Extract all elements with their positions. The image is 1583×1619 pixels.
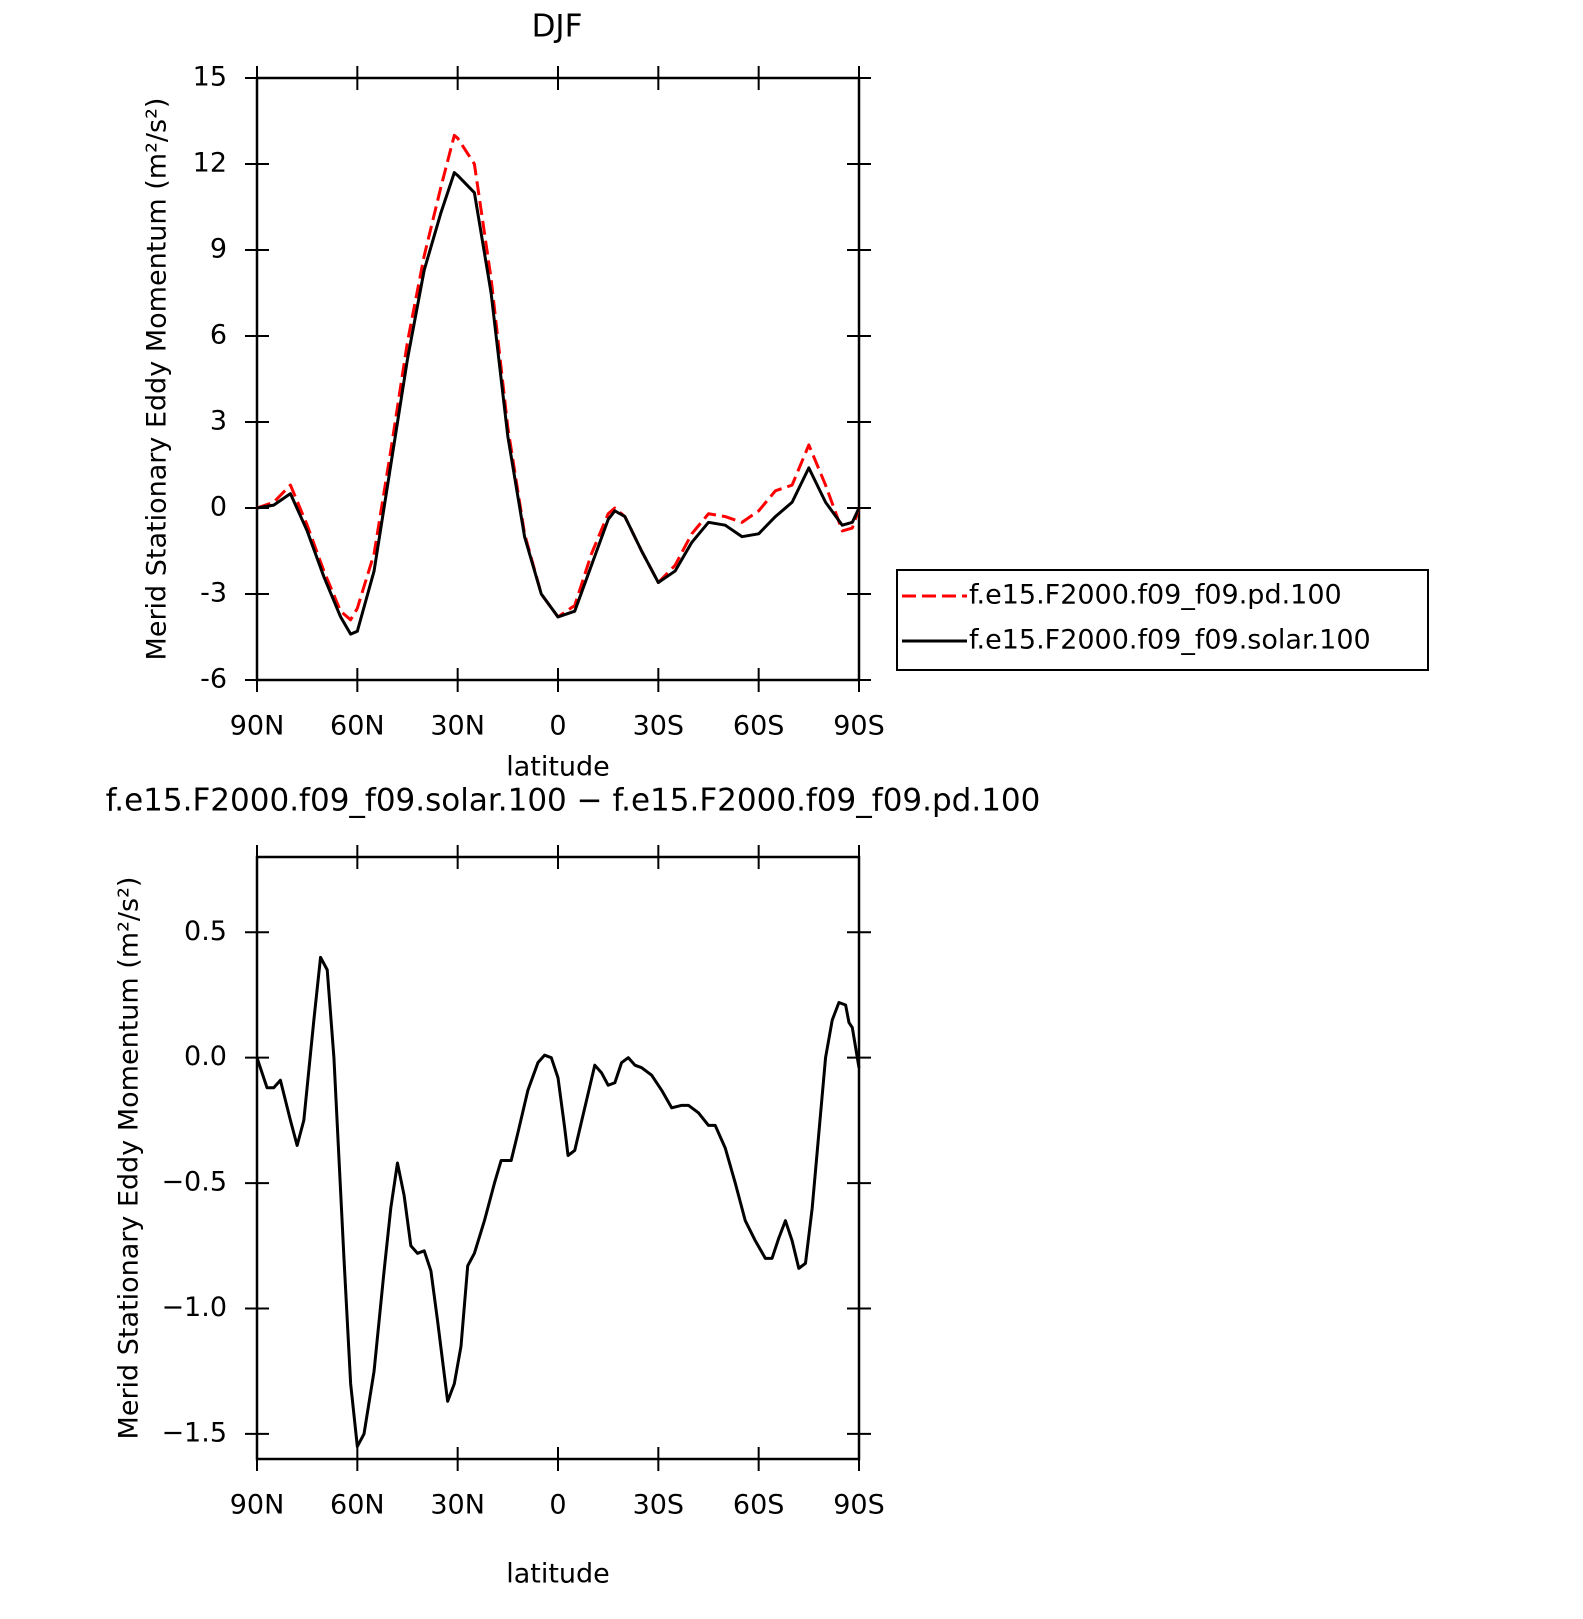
y-tick-label: 0: [210, 492, 227, 523]
y-tick-label: -6: [200, 664, 227, 695]
x-tick-label: 30S: [633, 1490, 685, 1521]
x-tick-label: 30N: [430, 711, 485, 742]
legend-box: [896, 569, 1429, 671]
y-axis-label: Merid Stationary Eddy Momentum (m²/s²): [114, 877, 145, 1440]
x-tick-label: 90N: [230, 711, 285, 742]
y-tick-label: −1.5: [161, 1417, 227, 1448]
x-tick-label: 60N: [330, 711, 385, 742]
legend-label: f.e15.F2000.f09_f09.pd.100: [969, 580, 1342, 611]
y-tick-label: 0.0: [184, 1041, 227, 1072]
x-tick-label: 90N: [230, 1490, 285, 1521]
y-tick-label: −1.0: [161, 1292, 227, 1323]
plot-frame: [255, 855, 861, 1461]
y-tick-label: 15: [193, 62, 227, 93]
x-tick-label: 90S: [833, 711, 885, 742]
x-tick-label: 30S: [633, 711, 685, 742]
y-tick-label: −0.5: [161, 1167, 227, 1198]
y-tick-label: 12: [193, 148, 227, 179]
x-axis-label: latitude: [506, 752, 610, 783]
x-tick-label: 60N: [330, 1490, 385, 1521]
x-axis-label: latitude: [506, 1559, 610, 1590]
x-tick-label: 0: [549, 1490, 566, 1521]
x-tick-label: 30N: [430, 1490, 485, 1521]
legend-label: f.e15.F2000.f09_f09.solar.100: [969, 625, 1371, 656]
data-line: [256, 171, 861, 636]
x-tick-label: 90S: [833, 1490, 885, 1521]
y-tick-label: 6: [210, 320, 227, 351]
chart-title: f.e15.F2000.f09_f09.solar.100 − f.e15.F2…: [106, 783, 1041, 819]
y-tick-label: 3: [210, 406, 227, 437]
data-line: [256, 133, 861, 622]
plot-frame: [255, 76, 861, 682]
x-tick-label: 0: [549, 711, 566, 742]
y-tick-label: 9: [210, 234, 227, 265]
x-tick-label: 60S: [733, 711, 785, 742]
data-line: [255, 955, 861, 1448]
x-tick-label: 60S: [733, 1490, 785, 1521]
y-axis-label: Merid Stationary Eddy Momentum (m²/s²): [142, 98, 173, 661]
y-tick-label: -3: [200, 578, 227, 609]
y-tick-label: 0.5: [184, 916, 227, 947]
chart-title: DJF: [532, 9, 583, 45]
